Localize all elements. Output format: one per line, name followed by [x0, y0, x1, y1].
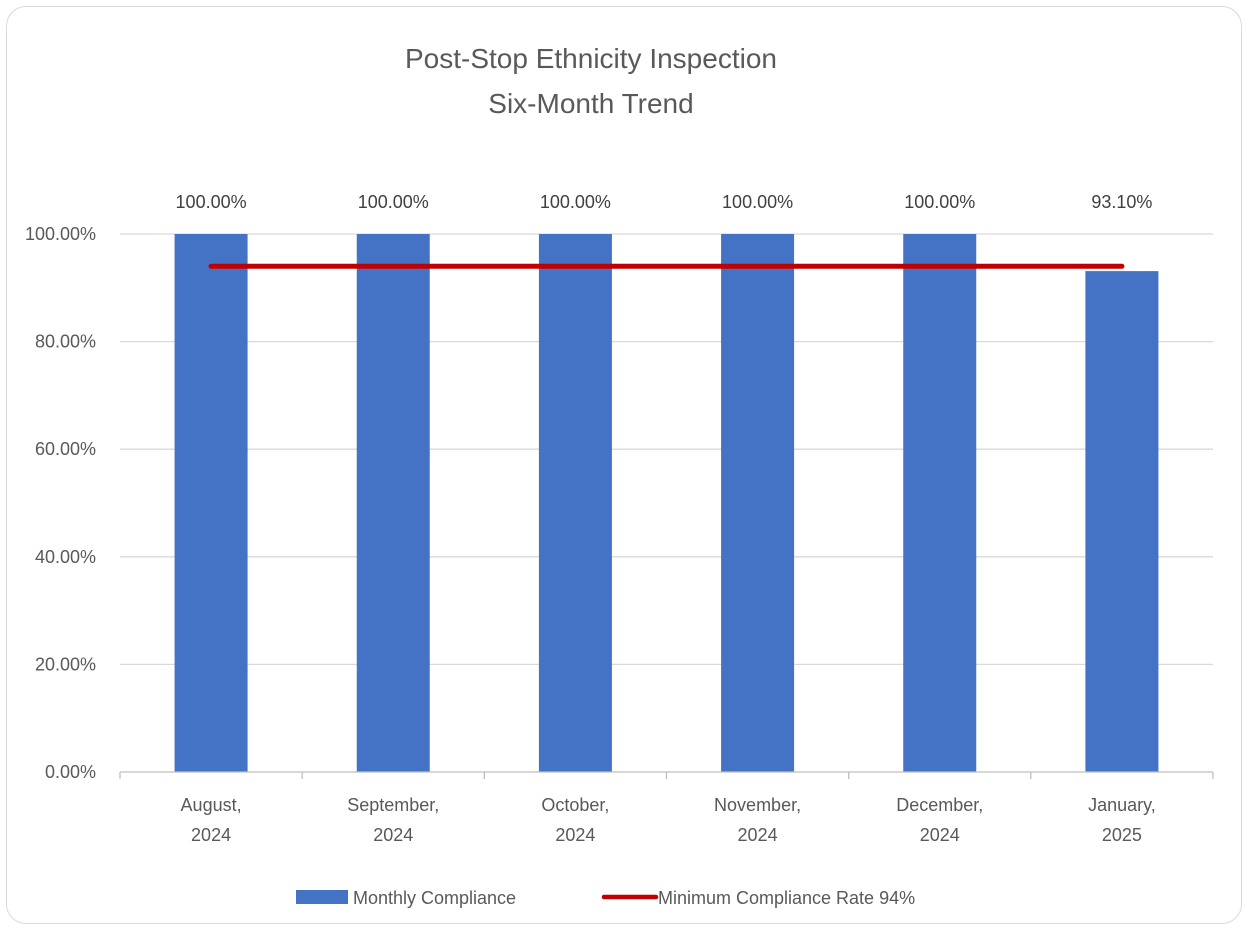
y-tick-label: 60.00% — [35, 439, 96, 459]
x-category-label: December, — [896, 795, 983, 815]
chart-title-line-2: Six-Month Trend — [488, 88, 693, 119]
chart-title-line-1: Post-Stop Ethnicity Inspection — [405, 43, 777, 74]
x-category-label: October, — [541, 795, 609, 815]
y-tick-label: 80.00% — [35, 332, 96, 352]
legend-label-monthly-compliance: Monthly Compliance — [353, 888, 516, 908]
legend-label-minimum-compliance: Minimum Compliance Rate 94% — [658, 888, 915, 908]
data-label: 100.00% — [358, 192, 429, 212]
y-axis-tick-labels: 0.00% 20.00% 40.00% 60.00% 80.00% 100.00% — [25, 224, 96, 782]
data-label: 93.10% — [1091, 192, 1152, 212]
x-category-label: January, — [1088, 795, 1156, 815]
bar — [1085, 271, 1159, 772]
y-tick-label: 0.00% — [45, 762, 96, 782]
y-tick-label: 20.00% — [35, 654, 96, 674]
x-category-label: 2024 — [373, 825, 413, 845]
x-category-label: 2024 — [738, 825, 778, 845]
legend-swatch-monthly-compliance — [296, 890, 348, 904]
data-label: 100.00% — [176, 192, 247, 212]
chart-title: Post-Stop Ethnicity Inspection Six-Month… — [405, 43, 777, 119]
bar — [174, 234, 248, 772]
legend: Monthly Compliance Minimum Compliance Ra… — [296, 888, 915, 908]
data-label: 100.00% — [904, 192, 975, 212]
x-category-label: 2024 — [555, 825, 595, 845]
bar — [538, 234, 612, 772]
data-label: 100.00% — [722, 192, 793, 212]
y-tick-label: 100.00% — [25, 224, 96, 244]
bar — [721, 234, 795, 772]
x-category-label: September, — [347, 795, 439, 815]
y-tick-label: 40.00% — [35, 547, 96, 567]
x-category-label: 2024 — [191, 825, 231, 845]
gridlines — [120, 233, 1213, 666]
x-category-label: 2025 — [1102, 825, 1142, 845]
x-category-label: August, — [181, 795, 242, 815]
bar — [903, 234, 977, 772]
data-label: 100.00% — [540, 192, 611, 212]
bar — [356, 234, 430, 772]
bar-series — [174, 234, 1159, 772]
x-category-label: November, — [714, 795, 801, 815]
x-category-label: 2024 — [920, 825, 960, 845]
data-labels: 100.00% 100.00% 100.00% 100.00% 100.00% 93.10… — [176, 192, 1153, 212]
x-axis: August, 2024 September, 2024 October, 2024 Nov… — [119, 771, 1214, 845]
